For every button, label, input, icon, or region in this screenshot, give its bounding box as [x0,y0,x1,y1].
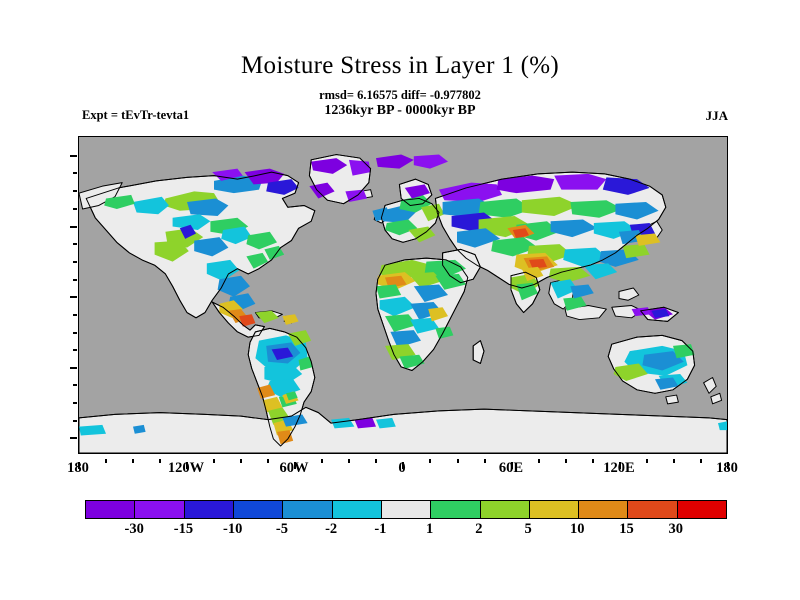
page-title: Moisture Stress in Layer 1 (%) [241,52,559,79]
colorbar-swatch [578,501,628,518]
colorbar-swatch [331,501,381,518]
map-svg [79,137,727,453]
colorbar-tick-label: 15 [619,521,634,537]
statistics-line: rmsd= 6.16575 diff= -0.977802 [319,88,481,102]
world-map-plot [78,136,728,454]
colorbar-swatch [86,501,135,518]
colorbar-tick-label: -10 [223,521,243,537]
colorbar-swatch [430,501,480,518]
colorbar-swatch [380,501,431,518]
experiment-label: Expt = tEvTr-tevta1 [82,108,190,122]
colorbar-swatch [282,501,332,518]
colorbar-swatch [134,501,184,518]
anomaly-field [79,154,727,445]
colorbar-tick-label: 5 [524,521,532,537]
colorbar-tick-label: -1 [374,521,387,537]
colorbar-tick-label: -30 [124,521,144,537]
x-tick-label: 120W [167,460,205,476]
x-tick-label: 0 [398,460,406,476]
x-tick-label: 60E [498,460,524,476]
colorbar-swatch [183,501,233,518]
colorbar-tick-label: 10 [570,521,585,537]
colorbar-tick-label: 30 [668,521,684,537]
colorbar-tick-label: -5 [275,521,288,537]
colorbar-swatch [528,501,579,518]
colorbar-swatch [232,501,283,518]
season-label: JJA [705,108,728,123]
coastline-overlay [79,154,727,447]
x-tick-label: 60W [279,460,309,476]
colorbar [85,500,727,519]
colorbar-tick-label: -2 [325,521,338,537]
x-tick-label: 180 [716,460,738,476]
colorbar-swatch [676,501,727,518]
colorbar-swatch [627,501,677,518]
colorbar-swatch [479,501,529,518]
colorbar-tick-label: -15 [173,521,194,537]
colorbar-tick-label: 1 [425,521,434,537]
x-tick-label: 180 [67,460,89,476]
x-tick-label: 120E [603,460,635,476]
colorbar-tick-label: 2 [475,521,483,537]
period-line: 1236kyr BP - 0000kyr BP [324,103,476,118]
